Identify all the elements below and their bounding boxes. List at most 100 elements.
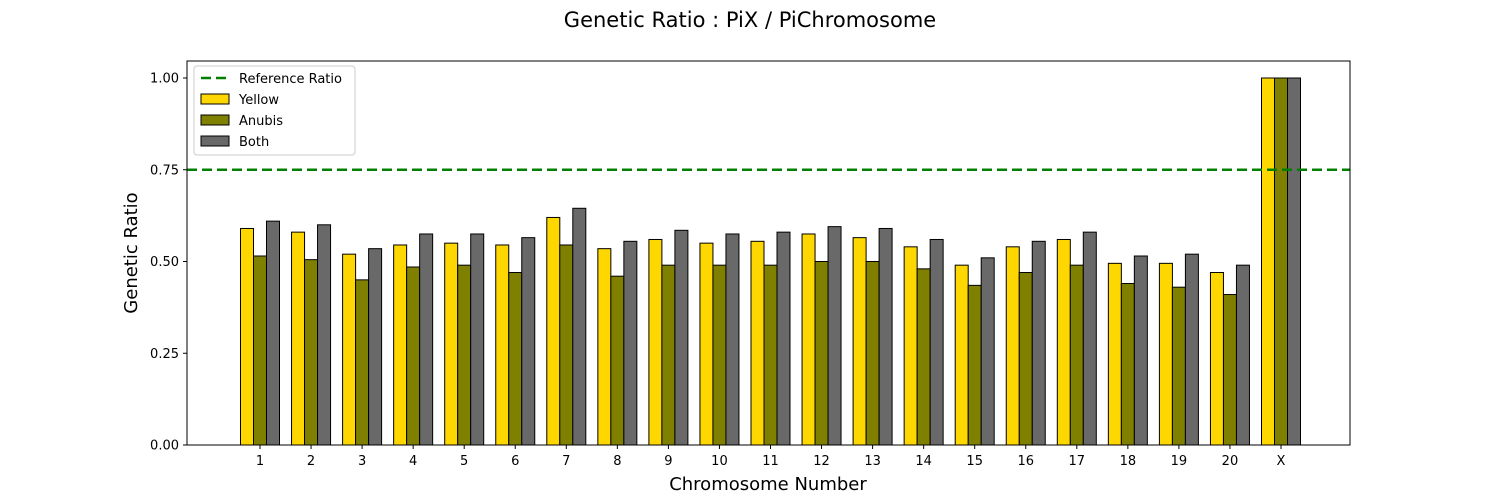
chart-title: Genetic Ratio : PiX / PiChromosome [564,8,936,32]
bar-yellow-5 [444,242,459,446]
bar-both-x [1287,77,1301,446]
bar-both-8 [623,240,638,446]
legend-label-anubis: Anubis [239,114,283,129]
bar-anubis-8 [610,275,625,446]
bar-yellow-4 [393,244,408,446]
bar-both-13 [878,227,893,446]
legend-box [193,65,356,156]
bar-anubis-11 [763,264,778,446]
y-tick-label: 1.00 [150,72,179,87]
bar-anubis-6 [508,272,523,446]
x-tick-label: 14 [915,454,932,469]
legend-label-both: Both [239,135,269,150]
bar-anubis-12 [814,261,829,446]
bar-both-1 [266,220,280,446]
y-tick-label: 0.75 [150,163,179,178]
bar-yellow-3 [342,253,357,446]
legend-label-yellow: Yellow [238,93,279,108]
bar-yellow-14 [903,246,918,446]
bar-both-18 [1133,255,1148,446]
bar-both-19 [1184,253,1199,446]
bar-yellow-11 [750,240,765,446]
legend: Reference Ratio Yellow Anubis Both [193,65,356,156]
bar-anubis-2 [304,259,319,446]
x-tick-label: 9 [664,454,672,469]
bar-anubis-13 [865,261,880,446]
bar-anubis-17 [1069,264,1084,446]
bar-anubis-16 [1018,272,1033,446]
bar-yellow-8 [597,248,612,446]
bar-anubis-7 [559,244,574,446]
bar-anubis-19 [1171,286,1186,446]
x-tick-label: 12 [813,454,830,469]
bar-yellow-15 [954,264,969,446]
x-tick-label: 17 [1069,454,1086,469]
bar-both-9 [674,229,689,446]
plot-area: 0.000.250.500.751.001 2 3 4 5 6 7 8 9 10 11 12 13 14 1… [150,60,1351,469]
bar-both-2 [317,224,332,446]
bar-both-7 [572,207,587,446]
y-tick-label: 0.50 [150,255,179,270]
bar-yellow-1 [240,227,254,446]
bar-both-20 [1235,264,1250,446]
x-tick-label: 5 [460,454,468,469]
bar-anubis-18 [1120,283,1135,446]
bar-both-14 [929,238,944,446]
x-tick-label: 2 [307,454,315,469]
bar-both-3 [368,248,383,446]
bar-yellow-10 [699,242,714,446]
bar-yellow-16 [1005,246,1020,446]
bar-yellow-18 [1107,262,1122,446]
bar-yellow-20 [1209,272,1224,446]
legend-label-reference-ratio: Reference Ratio [239,72,342,87]
y-tick-label: 0.00 [150,439,179,454]
bar-anubis-20 [1222,294,1237,446]
bar-yellow-7 [546,216,561,446]
bar-both-4 [419,233,434,446]
bar-anubis-1 [253,255,267,446]
bar-both-10 [725,233,740,446]
x-tick-label: 18 [1120,454,1137,469]
bar-both-12 [827,226,842,446]
bar-both-15 [980,257,995,446]
x-tick-label: 19 [1171,454,1188,469]
x-tick-label: 6 [511,454,519,469]
bar-both-11 [776,231,791,446]
bar-anubis-15 [967,284,982,446]
bar-both-16 [1031,240,1046,446]
bar-anubis-10 [712,264,727,446]
bar-anubis-3 [355,279,370,446]
x-tick-label: 11 [762,454,779,469]
bar-yellow-17 [1056,238,1071,446]
bar-yellow-19 [1158,262,1173,446]
x-tick-label: 4 [409,454,417,469]
x-axis-title: Chromosome Number [669,474,867,495]
x-tick-label: 20 [1222,454,1239,469]
bar-both-5 [470,233,485,446]
bar-anubis-x [1274,77,1288,446]
legend-swatch-anubis [200,114,230,126]
x-tick-label: 15 [966,454,983,469]
y-axis-title: Genetic Ratio [121,192,142,313]
bar-anubis-9 [661,264,676,446]
x-tick-label: 8 [613,454,621,469]
x-tick-label: 13 [864,454,881,469]
bar-anubis-5 [457,264,472,446]
axes-frame [186,60,1351,446]
x-tick-label: 3 [358,454,366,469]
bar-yellow-9 [648,238,663,446]
bar-both-17 [1082,231,1097,446]
x-tick-label: 10 [711,454,728,469]
bar-yellow-12 [801,233,816,446]
bar-both-6 [521,237,536,446]
x-tick-label: 16 [1017,454,1034,469]
x-tick-label: 1 [256,454,264,469]
legend-swatch-both [200,135,230,147]
bar-anubis-14 [916,268,931,446]
x-tick-label: X [1277,454,1286,469]
bar-yellow-2 [291,231,306,446]
y-tick-label: 0.25 [150,347,179,362]
bar-yellow-6 [495,244,510,446]
x-tick-label: 7 [562,454,570,469]
